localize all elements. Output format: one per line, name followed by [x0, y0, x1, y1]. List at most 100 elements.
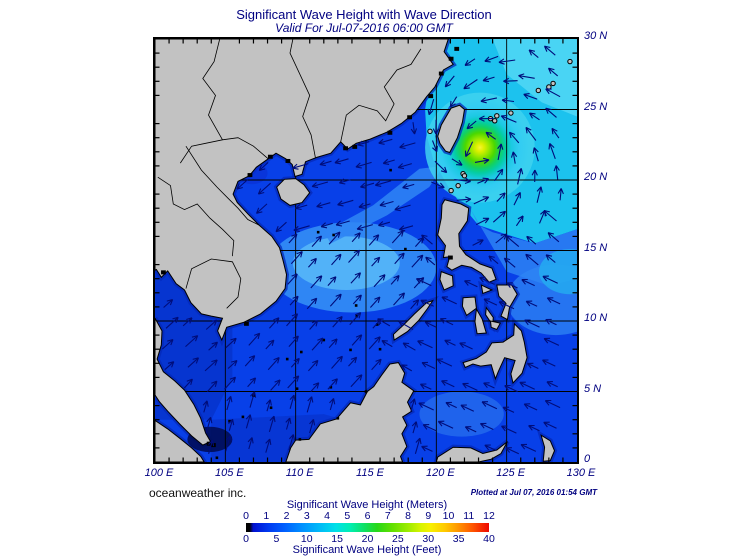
wave-arrow [417, 340, 433, 349]
wave-arrow [165, 316, 179, 329]
wave-arrow [525, 253, 539, 266]
wave-arrow [424, 321, 437, 328]
wave-arrow [411, 421, 418, 434]
wave-arrow [464, 58, 476, 66]
colorbar-feet-tick: 25 [392, 533, 404, 545]
wave-arrow [369, 296, 381, 308]
wave-arrow [208, 439, 215, 454]
wave-arrow [479, 276, 495, 285]
wave-arrow [288, 233, 298, 244]
wave-arrow [498, 58, 516, 65]
wave-arrow [510, 151, 518, 164]
wave-arrow [358, 202, 371, 209]
wave-arrow [257, 182, 271, 195]
lat-tick-label: 25 N [584, 100, 608, 113]
wave-arrow [544, 399, 561, 409]
wave-arrow [205, 416, 213, 434]
wave-arrow [371, 256, 381, 267]
map-canvas [155, 39, 577, 462]
wave-arrow [327, 378, 338, 390]
lat-tick-label: 0 [584, 453, 591, 465]
lat-tick-label: 5 N [584, 382, 602, 395]
wave-arrow [394, 204, 411, 212]
wave-arrow [546, 297, 561, 305]
wave-arrow [422, 424, 437, 432]
wave-arrow [319, 160, 332, 167]
wave-arrow [437, 420, 454, 429]
wave-arrow [466, 120, 477, 130]
wave-arrow [451, 158, 463, 166]
wave-arrow [350, 272, 362, 284]
degree-tick-marks [155, 39, 577, 462]
wave-arrow [331, 355, 343, 369]
wave-arrow [236, 179, 248, 190]
wave-arrow [288, 335, 299, 347]
wave-arrow [419, 383, 432, 390]
lat-tick-label: 15 N [584, 241, 608, 254]
wave-arrow [480, 97, 498, 104]
wave-arrow [531, 169, 538, 183]
colorbar-meters-label: Significant Wave Height (Meters) [286, 499, 448, 511]
lat-tick-label: 10 N [584, 312, 608, 324]
wave-arrow [225, 337, 237, 349]
wave-arrow [311, 235, 323, 247]
wave-arrow [481, 401, 498, 410]
wave-arrow [523, 93, 538, 100]
wave-arrow [500, 114, 517, 123]
wave-arrow [247, 377, 257, 388]
wave-arrow [310, 382, 320, 392]
wave-arrow [421, 361, 436, 369]
wave-arrow [248, 332, 261, 346]
wave-arrow [503, 257, 516, 268]
wave-arrow [292, 163, 309, 170]
wave-arrow [548, 143, 556, 159]
wave-arrow [479, 422, 494, 430]
wave-arrow [477, 177, 490, 184]
colorbar-meters-tick: 3 [303, 510, 310, 522]
wave-arrow [368, 336, 381, 350]
wave-arrow [444, 75, 455, 88]
colorbar-feet-tick: 5 [273, 533, 280, 545]
wave-arrow [268, 415, 276, 433]
wave-arrow [265, 399, 272, 412]
wave-arrow [494, 168, 504, 182]
wave-arrow [293, 225, 310, 232]
wave-arrow [289, 295, 299, 306]
wave-arrow [484, 55, 499, 63]
wave-arrow [518, 73, 535, 80]
wave-arrow [474, 157, 490, 164]
wave-arrow [183, 378, 193, 389]
colorbar-meters-tick: 11 [463, 510, 475, 522]
chart-title: Significant Wave Height with Wave Direct… [236, 7, 492, 22]
lon-tick-label: 125 E [496, 467, 526, 479]
wave-arrow [402, 183, 415, 190]
wave-arrow [463, 79, 478, 90]
wave-arrow [378, 138, 393, 145]
wave-arrow [460, 404, 475, 412]
wave-arrow [373, 274, 386, 288]
wave-arrow [436, 358, 453, 367]
wave-arrow [524, 319, 540, 328]
wave-arrow [517, 168, 524, 185]
wave-arrow [484, 444, 496, 451]
lon-tick-label: 110 E [285, 467, 314, 479]
wave-arrow [521, 278, 535, 287]
wave-arrow [502, 406, 515, 413]
lon-tick-label: 120 E [425, 467, 455, 479]
wave-arrow [557, 188, 564, 201]
wave-arrow [445, 401, 457, 409]
wave-arrow [497, 143, 504, 161]
wave-arrow [543, 337, 560, 346]
wave-arrow [268, 317, 280, 329]
wave-arrow [285, 417, 292, 430]
lon-tick-label: 115 E [356, 467, 384, 479]
wave-arrow [329, 293, 342, 307]
wave-arrow [368, 234, 380, 246]
wave-arrow [464, 426, 477, 433]
colorbar-meters-tick: 0 [243, 510, 249, 522]
wave-arrow [441, 380, 455, 388]
wave-arrow [414, 437, 422, 454]
wave-arrow [275, 221, 287, 233]
wave-arrow [529, 112, 540, 121]
wave-arrow [418, 402, 434, 411]
